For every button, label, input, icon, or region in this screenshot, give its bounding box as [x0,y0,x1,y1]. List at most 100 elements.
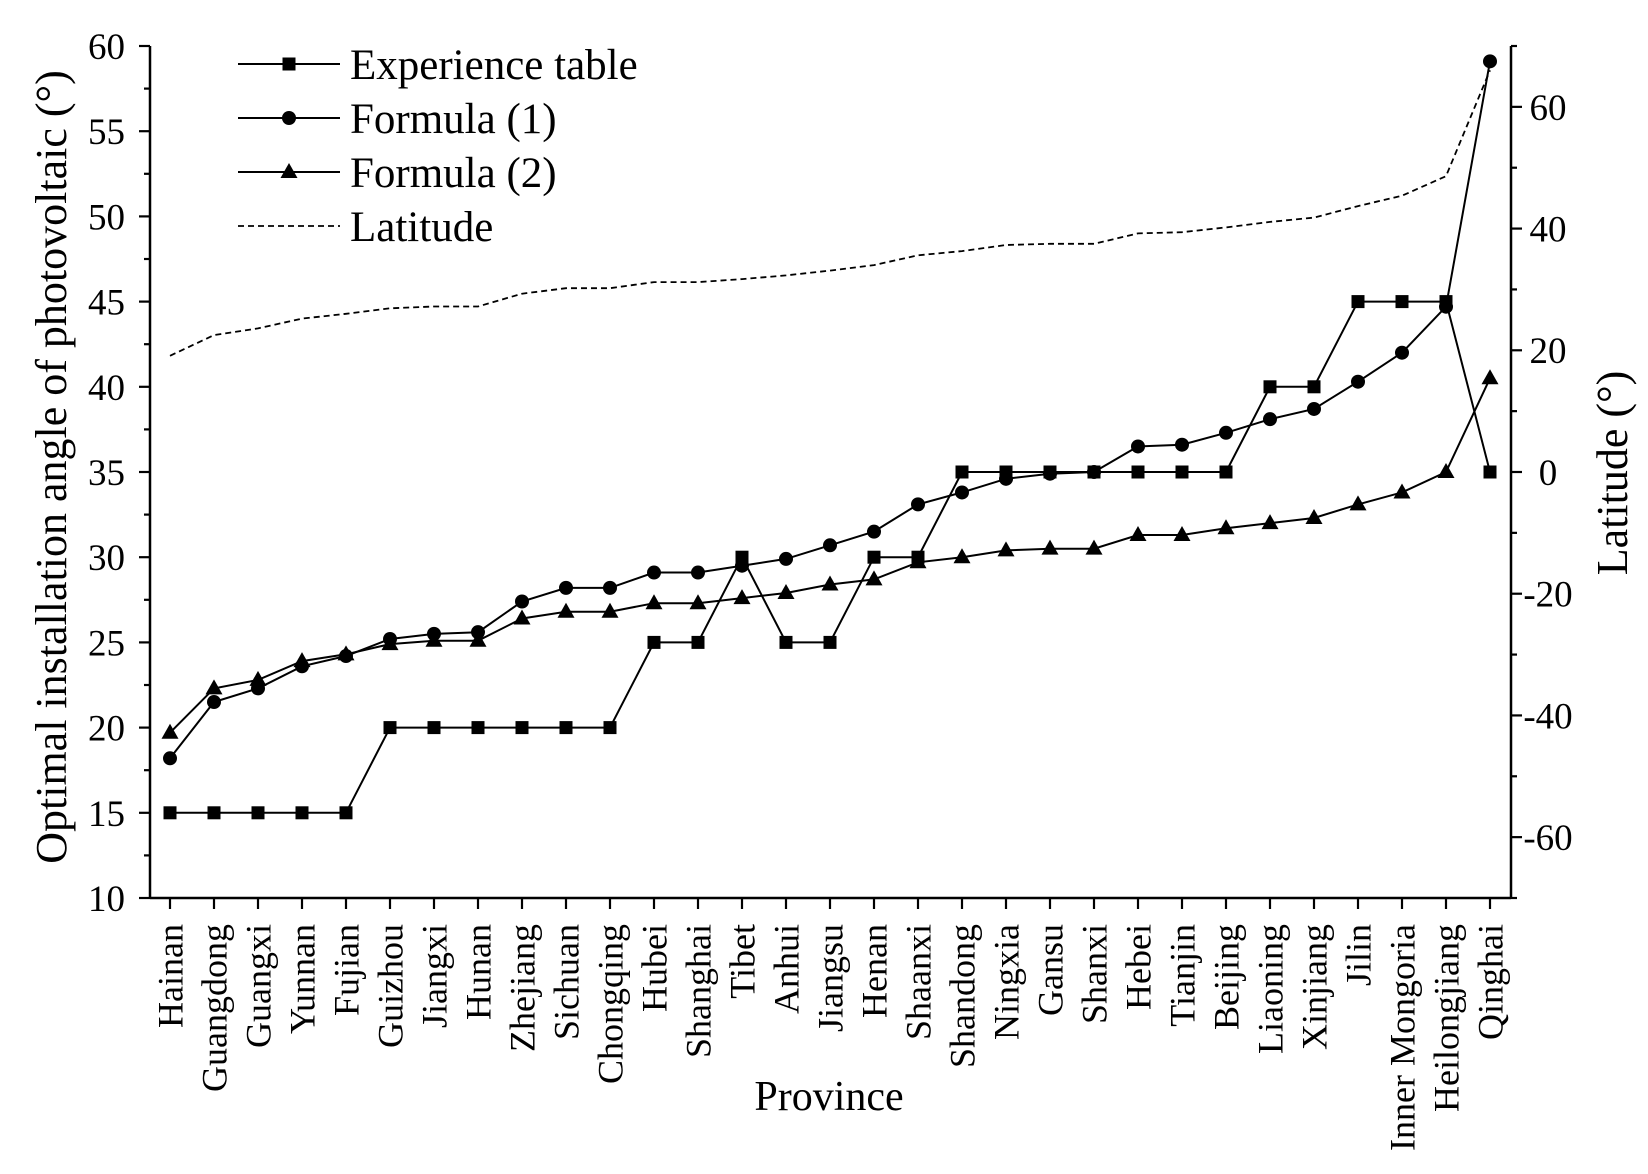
experience-table-point-tianjin [1175,465,1189,479]
x-tick-label-guangdong: Guangdong [195,924,235,1092]
x-tick-label-xinjiang: Xinjiang [1295,924,1335,1050]
formula-2-point-shandong [953,548,971,564]
experience-table-point-zhejiang [515,721,529,735]
y-axis-left-tick-label: 30 [88,538,125,579]
experience-table-point-qinghai [1483,465,1497,479]
y-axis-left-tick-label: 15 [88,794,125,835]
legend-swatch-marker [282,111,296,125]
experience-table-point-hainan [163,806,177,820]
y-axis-left-tick-label: 20 [88,709,125,750]
experience-table-point-hunan [471,721,485,735]
experience-table-point-anhui [779,635,793,649]
formula-2-point-tianjin [1173,526,1191,542]
x-tick-label-hunan: Hunan [459,924,499,1020]
formula-1-point-jilin [1351,374,1365,389]
x-tick-label-heilongjiang: Heilongjiang [1427,924,1467,1112]
x-tick-label-zhejiang: Zhejiang [503,924,543,1052]
formula-2-point-gansu [1041,539,1059,555]
x-tick-label-gansu: Gansu [1031,924,1071,1016]
latitude-line [169,69,1491,357]
formula-2-point-jilin [1349,495,1367,511]
y-axis-left-tick-label: 35 [88,453,125,494]
formula-1-point-jiangsu [823,538,837,553]
legend-swatch-marker [280,163,298,178]
x-tick-label-sichuan: Sichuan [547,924,587,1040]
formula-2-point-anhui [777,583,795,599]
formula-1-point-shanghai [691,565,705,580]
formula-2-point-fujian [337,645,355,661]
formula-1-point-sichuan [559,580,573,595]
experience-table-point-hebei [1131,465,1145,479]
experience-table-point-inner-mongoria [1395,295,1409,309]
x-tick-label-hubei: Hubei [635,924,675,1012]
legend-entry-latitude: Latitude [238,204,493,251]
x-tick-label-anhui: Anhui [767,924,807,1014]
formula-1-point-tianjin [1175,437,1189,452]
experience-table-point-xinjiang [1307,380,1321,394]
experience-table-point-henan [867,550,881,564]
formula-1-point-qinghai [1483,54,1497,69]
formula-1-point-inner-mongoria [1395,345,1409,360]
formula-1-point-shaanxi [911,497,925,512]
formula-1-point-zhejiang [515,594,529,609]
experience-table-point-liaoning [1263,380,1277,394]
x-tick-label-hainan: Hainan [151,924,191,1028]
x-tick-label-hebei: Hebei [1119,924,1159,1010]
formula-2-point-qinghai [1481,369,1499,385]
formula-2-point-jiangxi [425,631,443,647]
formula-1-point-shandong [955,485,969,500]
legend-label: Latitude [350,204,493,251]
experience-table-point-sichuan [559,721,573,735]
formula-1-point-liaoning [1263,412,1277,427]
x-tick-label-beijing: Beijing [1207,924,1247,1030]
formula-2-point-guangdong [205,679,223,695]
formula-2-point-hebei [1129,526,1147,542]
legend-entry-experience-table: Experience table [238,42,638,89]
experience-table-point-jiangxi [427,721,441,735]
formula-1-point-xinjiang [1307,401,1321,416]
formula-2-point-inner-mongoria [1393,483,1411,499]
x-tick-label-jiangxi: Jiangxi [415,924,455,1028]
formula-2-point-shanghai [689,594,707,610]
y-axis-left-tick-label: 10 [88,879,125,920]
formula-1-point-guangdong [207,695,221,710]
x-tick-label-inner-mongoria: Inner Mongoria [1383,924,1423,1151]
x-tick-label-liaoning: Liaoning [1251,924,1291,1054]
x-tick-label-fujian: Fujian [327,924,367,1016]
formula-2-point-tibet [733,589,751,605]
y-axis-right-tick-label: -20 [1523,575,1572,616]
formula-2-point-xinjiang [1305,509,1323,525]
formula-1-point-anhui [779,551,793,566]
axes: 10 15 20 25 30 35 40 45 50 55 60 -60 -40 -20 0 20 40 60 Ha… [88,27,1573,1151]
legend: Experience table Formula (1) Formula (2) La… [238,42,638,251]
experience-table-point-shandong [955,465,969,479]
y-axis-left-tick-label: 45 [88,283,125,324]
legend-label: Formula (1) [350,96,557,143]
formula-1-point-henan [867,524,881,539]
formula-1-point-hebei [1131,439,1145,454]
x-tick-label-guangxi: Guangxi [239,924,279,1048]
formula-2-point-hunan [469,631,487,647]
y-axis-right-tick-label: 20 [1530,331,1567,372]
y-axis-right-tick-label: 40 [1530,210,1567,251]
x-tick-label-ningxia: Ningxia [987,924,1027,1040]
formula-2-line [169,377,1491,734]
x-tick-label-tianjin: Tianjin [1163,924,1203,1027]
formula-2-point-hubei [645,594,663,610]
formula-1-point-gansu [1043,466,1057,481]
legend-entry-formula-1: Formula (1) [238,96,557,143]
x-tick-label-chongqing: Chongqing [591,924,631,1084]
x-tick-label-shandong: Shandong [943,924,983,1068]
experience-table-point-guangdong [207,806,221,820]
y-axis-right-title: Latitude (°) [1588,371,1637,576]
formula-2-point-beijing [1217,519,1235,535]
formula-1-point-beijing [1219,425,1233,440]
y-axis-left-tick-label: 40 [88,368,125,409]
experience-table-point-yunnan [295,806,309,820]
legend-label: Formula (2) [350,150,557,197]
legend-swatch-marker [282,57,296,71]
formula-2-point-shanxi [1085,539,1103,555]
experience-table-point-chongqing [603,721,617,735]
experience-table-point-guizhou [383,721,397,735]
